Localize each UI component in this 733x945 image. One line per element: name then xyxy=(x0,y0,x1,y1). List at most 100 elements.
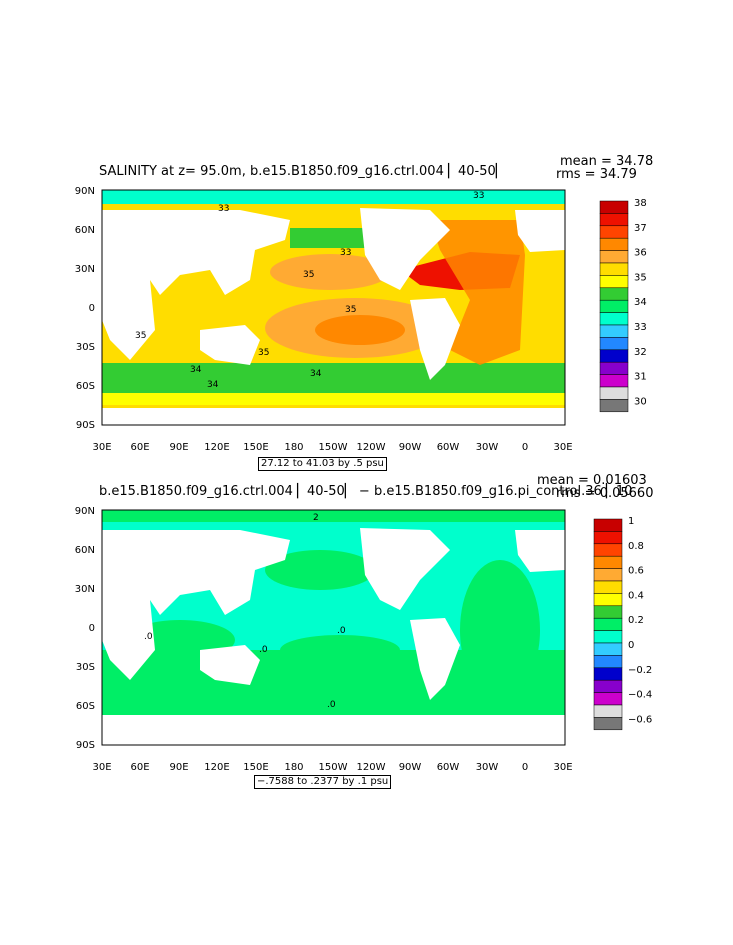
colorbar-swatch xyxy=(593,704,623,718)
land-africa xyxy=(102,280,155,360)
land-antarctica xyxy=(102,408,565,425)
colorbar-swatch xyxy=(593,543,623,557)
lon-tick: 0 xyxy=(522,442,528,453)
contour-label: 33 xyxy=(218,204,229,214)
colorbar-label: 33 xyxy=(634,322,647,333)
colorbar-swatch xyxy=(599,349,629,363)
lon-tick: 30W xyxy=(476,762,499,773)
colorbar-label: 0.4 xyxy=(628,590,644,601)
panel2-map: 90N 60N 30N 0 30S 60S 90S 30E 60E 90E 12… xyxy=(75,506,573,773)
panel2-range-box: −.7588 to .2377 by .1 psu xyxy=(254,775,392,789)
contour-label: .0 xyxy=(259,645,268,655)
colorbar-label: 32 xyxy=(634,347,647,358)
lat-tick: 30N xyxy=(75,264,95,275)
pacific-green xyxy=(280,635,400,665)
lon-tick: 90E xyxy=(169,442,188,453)
colorbar-label: 31 xyxy=(634,372,647,383)
lon-tick: 0 xyxy=(522,762,528,773)
lon-tick: 90E xyxy=(169,762,188,773)
colorbar-swatch xyxy=(593,717,623,731)
colorbar-swatch xyxy=(599,312,629,326)
panel2-frame xyxy=(101,509,566,746)
lon-tick: 150W xyxy=(319,762,348,773)
land-north-america xyxy=(360,528,450,610)
contour-label: 35 xyxy=(258,348,269,358)
panel1-map: 90N 60N 30N 0 30S 60S 90S 30E 60E 90E 12… xyxy=(75,186,573,453)
panel2-mean: mean = 0.01603 xyxy=(537,473,647,488)
lon-tick: 90W xyxy=(399,442,422,453)
colorbar-label: 37 xyxy=(634,223,647,234)
land-asia xyxy=(102,530,290,620)
colorbar-swatch xyxy=(593,617,623,631)
land-mask-2 xyxy=(102,528,565,745)
colorbar-swatch xyxy=(599,386,629,400)
colorbar-label: 38 xyxy=(634,199,647,209)
lon-tick: 120E xyxy=(204,762,229,773)
lon-tick: 90W xyxy=(399,762,422,773)
lon-tick: 120W xyxy=(357,442,386,453)
lat-tick: 0 xyxy=(89,303,95,314)
southern-ocean-band xyxy=(102,363,565,393)
colorbar-swatch xyxy=(593,605,623,619)
lon-tick: 150W xyxy=(319,442,348,453)
north-pacific-green xyxy=(265,550,375,590)
land-asia xyxy=(102,210,290,300)
contour-label: .0 xyxy=(144,632,153,642)
land-mask xyxy=(102,208,565,425)
lon-tick: 30E xyxy=(92,442,111,453)
lon-tick: 180 xyxy=(284,442,303,453)
colorbar-label: 0.6 xyxy=(628,566,644,577)
colorbar-swatch xyxy=(599,374,629,388)
colorbar-swatch xyxy=(599,287,629,301)
atlantic-orange xyxy=(430,220,525,365)
panel2-title: b.e15.B1850.f09_g16.ctrl.004 ▏40-50▏ − b… xyxy=(99,484,633,499)
lon-tick: 30E xyxy=(553,442,572,453)
contour-label: 34 xyxy=(310,369,322,379)
colorbar-label: 0.8 xyxy=(628,541,644,552)
polar-band xyxy=(102,393,565,405)
contour-label: 35 xyxy=(345,305,356,315)
colorbar-swatch xyxy=(599,361,629,375)
colorbar-swatch xyxy=(593,667,623,681)
colorbar-swatch xyxy=(593,630,623,644)
panel1-mean: mean = 34.78 xyxy=(560,154,654,169)
lat-tick: 60S xyxy=(76,701,95,712)
contour-label: 34 xyxy=(190,365,202,375)
contour-label: 35 xyxy=(303,270,314,280)
colorbar-label: 0.2 xyxy=(628,615,644,626)
colorbar-label: 36 xyxy=(634,248,647,259)
lat-tick: 30S xyxy=(76,342,95,353)
panel2-contour-labels: 2 .0 .0 .0 .0 xyxy=(144,513,346,710)
lon-tick: 60E xyxy=(130,442,149,453)
arctic-band xyxy=(102,190,565,204)
lon-tick: 60W xyxy=(437,762,460,773)
panel1-lon-ticks: 30E 60E 90E 120E 150E 180 150W 120W 90W … xyxy=(92,442,572,453)
lon-tick: 60E xyxy=(130,762,149,773)
land-south-america xyxy=(410,618,460,700)
lon-tick: 120E xyxy=(204,442,229,453)
colorbar-swatch xyxy=(599,299,629,313)
contour-label: 35 xyxy=(135,331,146,341)
lon-tick: 30W xyxy=(476,442,499,453)
lon-tick: 150E xyxy=(243,762,268,773)
colorbar-label: 34 xyxy=(634,297,647,308)
colorbar-swatch xyxy=(593,555,623,569)
lon-tick: 60W xyxy=(437,442,460,453)
colorbar-swatch xyxy=(593,531,623,545)
colorbar-swatch xyxy=(593,642,623,656)
panel1-range-box: 27.12 to 41.03 by .5 psu xyxy=(258,457,387,471)
lat-tick: 60N xyxy=(75,225,95,236)
land-europe xyxy=(515,530,565,572)
lat-tick: 90N xyxy=(75,186,95,197)
lon-tick: 120W xyxy=(357,762,386,773)
colorbar-swatch xyxy=(599,200,629,214)
colorbar-label: −0.2 xyxy=(628,665,652,676)
colorbar-label: 0 xyxy=(628,640,634,651)
contour-label: .0 xyxy=(337,626,346,636)
colorbar-swatch xyxy=(593,580,623,594)
lon-tick: 30E xyxy=(92,762,111,773)
lat-tick: 30N xyxy=(75,584,95,595)
colorbar-label: −0.4 xyxy=(628,690,652,701)
colorbar-swatch xyxy=(599,324,629,338)
contour-label: 34 xyxy=(207,380,219,390)
